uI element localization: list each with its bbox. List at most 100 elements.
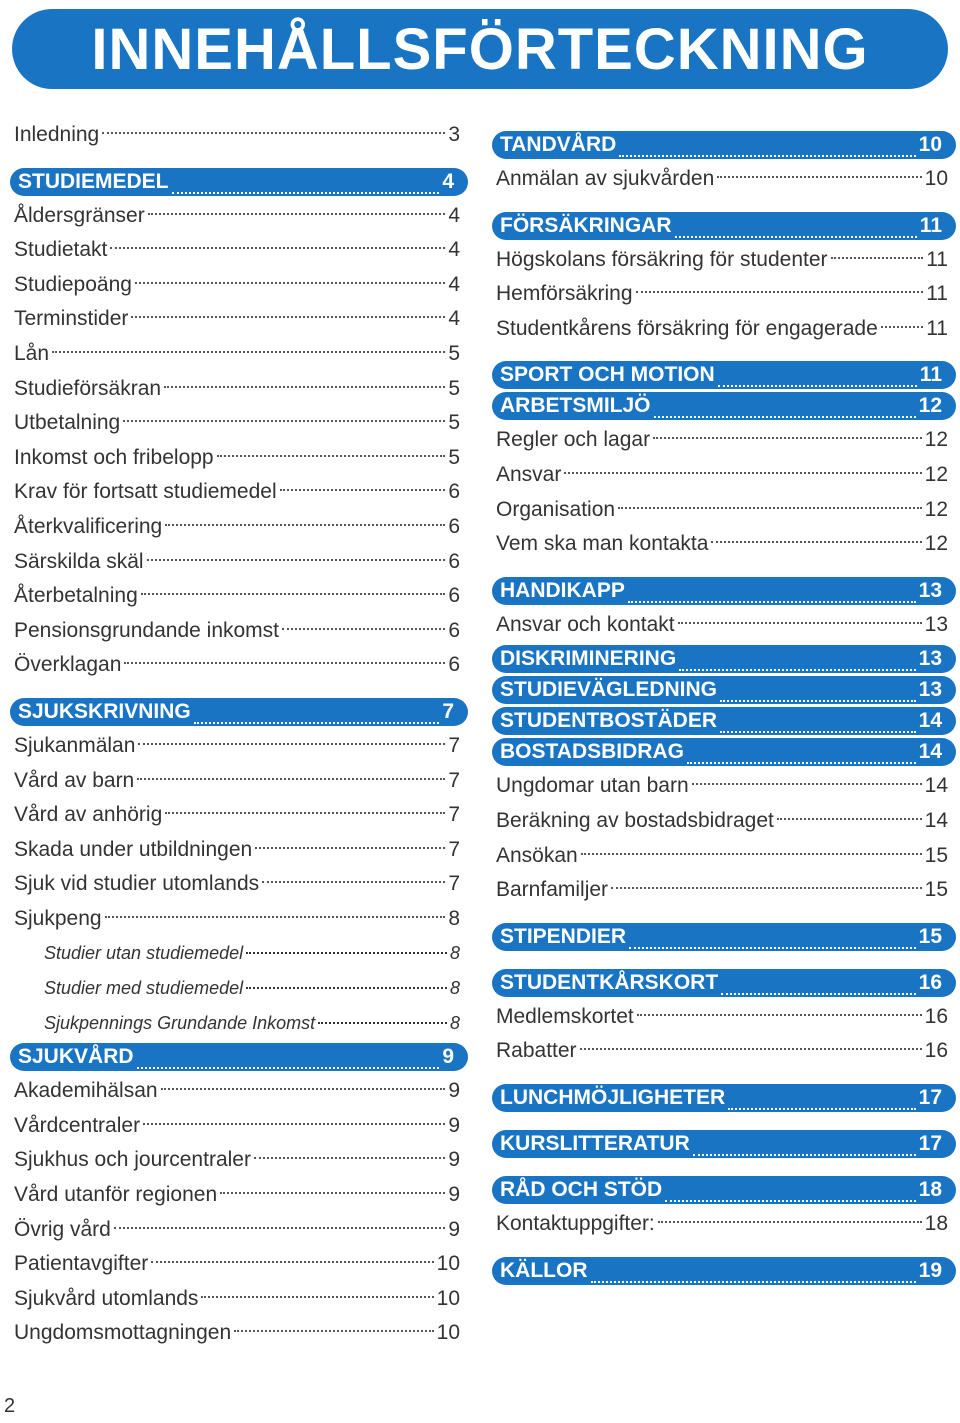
toc-section-heading: STUDIEVÄGLEDNING 13 (492, 676, 956, 705)
spacer (492, 908, 956, 920)
toc-entry: Barnfamiljer 15 (492, 873, 956, 908)
toc-entry-label: Studiepoäng (14, 272, 132, 296)
dot-leader (653, 398, 916, 419)
dot-leader (140, 593, 446, 596)
toc-entry: Terminstider 4 (10, 302, 468, 337)
toc-entry-label: Patientavgifter (14, 1252, 149, 1276)
toc-page-number: 12 (924, 428, 948, 452)
dot-leader (52, 350, 446, 353)
spacer (492, 1115, 956, 1127)
dot-leader (830, 256, 924, 259)
toc-entry-label: RÅD OCH STÖD (500, 1177, 663, 1201)
dot-leader (679, 651, 916, 672)
toc-page-number: 9 (448, 1217, 460, 1241)
dot-leader (104, 915, 446, 918)
toc-page-number: 4 (448, 238, 460, 262)
dot-leader (138, 742, 446, 745)
toc-section-heading: SJUKVÅRD 9 (10, 1043, 468, 1072)
dot-leader (619, 137, 916, 157)
dot-leader (146, 558, 446, 561)
toc-entry: Ungdomar utan barn 14 (492, 769, 956, 804)
toc-section-heading: STUDIEMEDEL 4 (10, 167, 468, 196)
toc-entry: Regler och lagar 12 (492, 423, 956, 458)
toc-page-number: 17 (918, 1085, 942, 1109)
dot-leader (776, 817, 922, 820)
dot-leader (720, 713, 916, 734)
toc-entry-label: Lån (14, 341, 50, 365)
toc-page-number: 7 (442, 699, 454, 723)
toc-entry-label: Inledning (14, 123, 100, 146)
toc-page-number: 6 (448, 514, 460, 538)
toc-page-number: 6 (448, 549, 460, 573)
dot-leader (246, 952, 447, 955)
toc-page-number: 7 (448, 768, 460, 792)
toc-page-number: 12 (924, 497, 948, 521)
toc-entry-label: Högskolans försäkring för studenter (496, 247, 828, 271)
toc-entry-label: Kontaktuppgifter: (496, 1211, 655, 1235)
toc-entry-label: Åldersgränser (14, 203, 145, 227)
toc-section-heading: STUDENTKÅRSKORT 16 (492, 968, 956, 997)
toc-page-number: 6 (448, 653, 460, 677)
toc-page-number: 5 (448, 445, 460, 469)
toc-page-number: 13 (918, 647, 942, 671)
toc-entry-label: Sjukanmälan (14, 733, 136, 757)
toc-page-number: 5 (448, 411, 460, 435)
toc-section-heading: HANDIKAPP 13 (492, 576, 956, 605)
toc-page-number: 14 (924, 774, 948, 798)
toc-entry-label: Beräkning av bostadsbidraget (496, 808, 774, 832)
dot-leader (590, 1263, 916, 1283)
dot-leader (717, 367, 917, 388)
toc-entry: Ansvar och kontakt 13 (492, 608, 956, 643)
toc-entry: Lån 5 (10, 337, 468, 372)
spacer (492, 1242, 956, 1254)
toc-page-number: 16 (924, 1004, 948, 1028)
toc-entry: Sjukpeng 8 (10, 902, 468, 937)
toc-entry-label: Ungdomar utan barn (496, 774, 689, 798)
toc-section-heading: LUNCHMÖJLIGHETER 17 (492, 1083, 956, 1112)
toc-subentry: Studier utan studiemedel 8 (10, 936, 468, 971)
toc-entry: Inkomst och fribelopp 5 (10, 441, 468, 476)
dot-leader (147, 212, 446, 215)
toc-section-heading: ARBETSMILJÖ 12 (492, 392, 956, 421)
dot-leader (636, 1013, 922, 1016)
toc-entry-label: Sjuk vid studier utomlands (14, 872, 260, 896)
toc-entry-label: DISKRIMINERING (500, 647, 677, 671)
toc-entry-label: KÄLLOR (500, 1258, 588, 1282)
dot-leader (216, 454, 446, 457)
toc-subentry: Sjukpennings Grundande Inkomst 8 (10, 1006, 468, 1041)
toc-section-heading: STIPENDIER 15 (492, 922, 956, 951)
toc-page-number: 7 (448, 803, 460, 827)
toc-page-number: 8 (449, 943, 460, 964)
toc-entry-label: Studieförsäkran (14, 376, 162, 400)
page-number: 2 (4, 1395, 16, 1417)
toc-page-number: 6 (448, 584, 460, 608)
dot-leader (318, 1021, 447, 1024)
spacer (492, 197, 956, 209)
toc-section-heading: FÖRSÄKRINGAR 11 (492, 211, 956, 240)
toc-page-number: 11 (919, 363, 942, 387)
toc-entry: Studieförsäkran 5 (10, 372, 468, 407)
title-banner: INNEHÅLLSFÖRTECKNING (12, 9, 948, 89)
spacer (492, 562, 956, 574)
dot-leader (234, 1330, 434, 1333)
spacer (492, 1069, 956, 1081)
dot-leader (134, 281, 446, 284)
toc-section-heading: TANDVÅRD 10 (492, 131, 956, 159)
toc-entry: Beräkning av bostadsbidraget 14 (492, 804, 956, 839)
toc-page-number: 17 (918, 1131, 942, 1155)
toc-entry-label: Utbetalning (14, 411, 121, 435)
toc-page-number: 16 (918, 970, 942, 994)
toc-entry-label: STUDENTBOSTÄDER (500, 709, 718, 733)
spacer (492, 954, 956, 966)
toc-page-number: 8 (449, 1012, 460, 1033)
toc-page-number: 4 (448, 272, 460, 296)
toc-section-heading: SPORT OCH MOTION 11 (492, 361, 956, 390)
dot-leader (151, 1261, 434, 1264)
dot-leader (110, 247, 446, 250)
toc-page-number: 12 (924, 532, 948, 556)
toc-page-number: 15 (918, 924, 942, 948)
dot-leader (691, 783, 922, 786)
toc-entry: Vårdcentraler 9 (10, 1109, 468, 1144)
toc-entry-label: Ungdomsmottagningen (14, 1321, 232, 1345)
toc-entry: Pensionsgrundande inkomst 6 (10, 614, 468, 649)
